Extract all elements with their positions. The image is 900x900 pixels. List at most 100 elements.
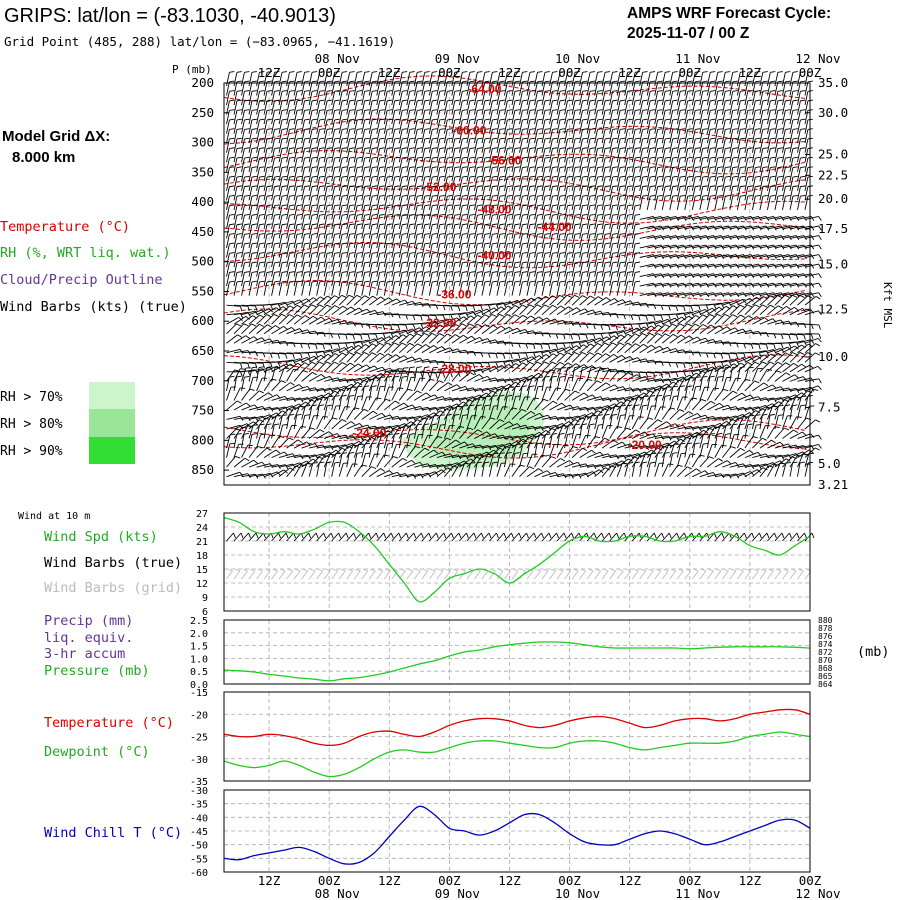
wind-barb-feather (514, 223, 520, 226)
wind-barb (263, 196, 268, 210)
wind-barb-feather (311, 147, 318, 149)
wind-barb-feather (469, 156, 475, 159)
wind-barb-feather (462, 233, 468, 235)
wind-barb-feather (236, 175, 242, 178)
wind-barb-feather (472, 369, 477, 375)
wind-barb-feather (289, 280, 295, 283)
wind-barb (556, 425, 564, 439)
wind-barb-feather (349, 223, 355, 226)
wind-barb (504, 305, 516, 316)
wind-barb (421, 110, 426, 125)
wind-barb-feather (462, 71, 468, 73)
wind-barb-feather (620, 252, 626, 254)
wind-barb-feather (319, 118, 325, 121)
wind-barb (466, 456, 477, 468)
wind-barb (278, 437, 290, 449)
wind-barb (256, 338, 271, 344)
wind-barb-feather (304, 175, 310, 178)
wind-barb (504, 167, 508, 182)
wind-barb (496, 91, 501, 106)
wind-barb (489, 306, 502, 316)
wind-barb (511, 409, 523, 420)
wind-barb (338, 167, 343, 182)
wind-barb (346, 377, 361, 382)
wind-barb (624, 110, 629, 125)
wind-barb-feather (417, 252, 423, 254)
wind-barb-feather (582, 156, 588, 159)
wind-barb-feather (229, 128, 235, 130)
wind-barb-feather (417, 223, 423, 226)
wind-barb-feather (447, 99, 453, 102)
wind-barb-feather (650, 90, 656, 92)
wind-barb-feather (304, 414, 310, 416)
wind-barb (421, 471, 436, 478)
wind-barb-feather (597, 271, 603, 273)
wind-barb (286, 462, 301, 468)
wind-barb-feather (447, 280, 453, 283)
wind-barb-feather (304, 147, 310, 149)
wind-barb (489, 453, 494, 468)
wind-barb-feather (409, 185, 415, 188)
wind-barb-feather (296, 304, 302, 308)
wind-barb (233, 323, 245, 335)
rh-90-label: RH > 90% (0, 444, 63, 459)
wind-barb-feather (477, 233, 483, 235)
wind-barb (579, 379, 588, 392)
wind-barb-feather (327, 252, 333, 254)
wind-barb-feather (507, 80, 513, 83)
wind-barb-feather (240, 306, 243, 312)
wind-barb (263, 325, 276, 335)
wind-barb (481, 186, 486, 201)
wind-barb (602, 313, 617, 316)
wind-barb-feather (620, 90, 626, 92)
wind-barb (594, 262, 598, 277)
wind-barb-feather (492, 214, 498, 216)
wind-barb (541, 262, 546, 277)
wind-barb-feather (397, 325, 401, 331)
wind-barb (616, 186, 621, 201)
wind-barb (631, 215, 636, 230)
wind-barb-feather (236, 99, 242, 102)
wind-barb-feather (492, 185, 498, 188)
wind-barb-feather (394, 156, 400, 159)
wind-barb (654, 244, 669, 249)
wind-barb (624, 167, 629, 182)
wind-barb (631, 110, 636, 125)
wind-barb-feather (402, 261, 408, 264)
wind-barb-feather (551, 375, 557, 378)
wind-barb-feather (454, 204, 460, 207)
wind-barb (271, 464, 286, 468)
wind-barb (308, 100, 313, 115)
wind-barb (383, 196, 388, 210)
wind-barb (271, 177, 275, 191)
wind-barb (549, 444, 555, 458)
wind-barb (549, 319, 564, 325)
wind-barb-feather (239, 471, 244, 477)
wind-barb-feather (589, 423, 595, 426)
wind-barb-feather (314, 443, 319, 448)
wind-barb-feather (597, 194, 603, 197)
wind-barb (451, 262, 456, 277)
wind-barb (323, 100, 328, 115)
wind-barb (338, 177, 343, 191)
wind-barb-feather (492, 261, 498, 264)
wind-barb (489, 243, 493, 258)
wind-barb (263, 110, 268, 125)
wind-barb (579, 343, 591, 354)
wind-barb-feather (285, 360, 289, 366)
wind-barb (263, 215, 268, 230)
wind-barb-feather (627, 233, 633, 235)
wind-barb (376, 398, 387, 411)
wind-barb (594, 397, 609, 401)
wind-barb-feather (356, 294, 362, 298)
wind-barb (631, 234, 636, 249)
wind-barb (241, 315, 253, 325)
wind-barb-feather (507, 128, 513, 130)
wind-barb-feather (417, 175, 423, 178)
wind-barb (526, 196, 531, 210)
wind-barb (293, 196, 298, 210)
wind-barb-feather (357, 99, 363, 102)
wind-barb (519, 119, 523, 134)
wind-barb (376, 148, 381, 163)
wind-barb-feather (304, 118, 310, 121)
